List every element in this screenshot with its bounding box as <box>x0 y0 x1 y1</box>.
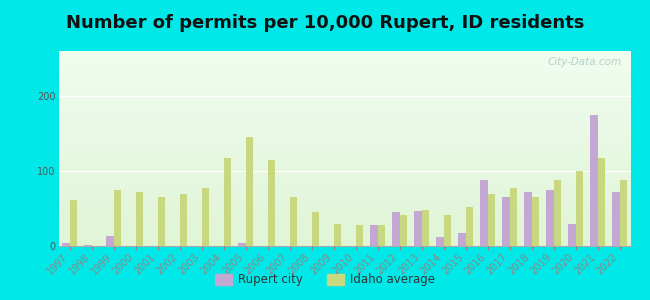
Bar <box>597 158 604 246</box>
Text: Number of permits per 10,000 Rupert, ID residents: Number of permits per 10,000 Rupert, ID … <box>66 14 584 32</box>
Bar <box>311 212 318 246</box>
Bar <box>554 180 560 246</box>
Bar <box>465 207 473 246</box>
Bar <box>393 212 400 246</box>
Bar <box>619 180 627 246</box>
Bar <box>370 225 378 246</box>
Bar <box>224 158 231 246</box>
Bar <box>421 210 428 246</box>
Bar <box>179 194 187 246</box>
Bar <box>135 192 142 246</box>
Text: City-Data.com: City-Data.com <box>548 57 622 67</box>
Bar <box>443 214 450 246</box>
Bar <box>378 225 385 246</box>
Bar <box>356 225 363 246</box>
Bar <box>415 211 421 246</box>
Bar <box>246 137 253 246</box>
Bar <box>547 190 554 246</box>
Bar <box>333 224 341 246</box>
Bar <box>525 192 532 246</box>
Bar <box>114 190 120 246</box>
Bar <box>569 224 575 246</box>
Bar <box>107 236 114 246</box>
Bar <box>62 243 70 246</box>
Bar <box>590 115 597 246</box>
Bar <box>268 160 274 246</box>
Bar <box>510 188 517 246</box>
Bar <box>436 237 443 246</box>
Bar <box>70 200 77 246</box>
Bar <box>400 214 406 246</box>
Bar <box>458 232 465 246</box>
Bar <box>480 180 488 246</box>
Bar <box>575 171 582 246</box>
Bar <box>239 243 246 246</box>
Bar <box>289 197 296 246</box>
Bar <box>202 188 209 246</box>
Bar <box>84 244 92 246</box>
Bar <box>488 194 495 246</box>
Bar <box>502 197 510 246</box>
Bar <box>532 197 539 246</box>
Legend: Rupert city, Idaho average: Rupert city, Idaho average <box>210 269 440 291</box>
Bar <box>612 192 619 246</box>
Bar <box>157 197 164 246</box>
